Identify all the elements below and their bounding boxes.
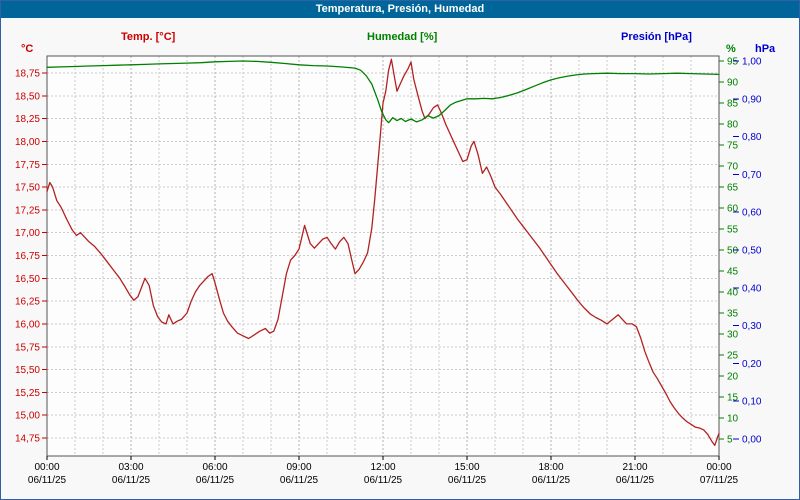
svg-text:16,50: 16,50 — [15, 274, 40, 285]
page-title: Temperatura, Presión, Humedad — [315, 3, 485, 15]
svg-text:06/11/25: 06/11/25 — [364, 475, 403, 486]
chart-canvas: 18,75 18,50 18,25 18,00 17,75 17,50 17,25 17,00… — [15, 55, 762, 486]
svg-text:0,00: 0,00 — [742, 435, 762, 446]
svg-text:16,00: 16,00 — [15, 319, 40, 330]
svg-text:0,10: 0,10 — [742, 397, 762, 408]
svg-text:0,60: 0,60 — [742, 208, 762, 219]
svg-text:06/11/25: 06/11/25 — [448, 475, 487, 486]
svg-text:18,00: 18,00 — [15, 137, 40, 148]
svg-text:45: 45 — [727, 267, 739, 278]
pressure-axis: 1,00 0,90 0,80 0,70 0,60 0,50 0,40 0,30 0,20 0,10… — [733, 57, 762, 446]
svg-text:0,40: 0,40 — [742, 283, 762, 294]
svg-text:15,25: 15,25 — [15, 388, 40, 399]
svg-text:15: 15 — [727, 393, 739, 404]
svg-text:17,00: 17,00 — [15, 228, 40, 239]
svg-text:15:00: 15:00 — [454, 462, 479, 473]
svg-text:60: 60 — [727, 204, 739, 215]
svg-text:09:00: 09:00 — [286, 462, 311, 473]
svg-text:80: 80 — [727, 120, 739, 131]
svg-text:16,25: 16,25 — [15, 297, 40, 308]
svg-text:1,00: 1,00 — [742, 57, 762, 68]
svg-text:0,90: 0,90 — [742, 94, 762, 105]
svg-text:75: 75 — [727, 141, 739, 152]
svg-text:0,80: 0,80 — [742, 132, 762, 143]
svg-text:18,50: 18,50 — [15, 91, 40, 102]
svg-text:06/11/25: 06/11/25 — [280, 475, 319, 486]
svg-text:0,70: 0,70 — [742, 170, 762, 181]
svg-text:18,75: 18,75 — [15, 69, 40, 80]
temperature-axis-unit: °C — [21, 43, 34, 55]
svg-text:50: 50 — [727, 246, 739, 257]
legend-temperature: Temp. [°C] — [121, 31, 176, 43]
svg-text:10: 10 — [727, 414, 739, 425]
svg-text:85: 85 — [727, 99, 739, 110]
svg-text:06:00: 06:00 — [202, 462, 227, 473]
svg-text:95: 95 — [727, 57, 739, 68]
svg-text:18,25: 18,25 — [15, 114, 40, 125]
svg-text:30: 30 — [727, 330, 739, 341]
svg-text:15,00: 15,00 — [15, 411, 40, 422]
svg-text:0,50: 0,50 — [742, 246, 762, 257]
humidity-line — [46, 60, 720, 124]
svg-text:06/11/25: 06/11/25 — [196, 475, 235, 486]
svg-text:06/11/25: 06/11/25 — [112, 475, 151, 486]
svg-text:17,75: 17,75 — [15, 160, 40, 171]
svg-text:25: 25 — [727, 351, 739, 362]
legend-pressure: Presión [hPa] — [621, 31, 692, 43]
humidity-axis-unit: % — [726, 43, 736, 55]
svg-text:14,75: 14,75 — [15, 434, 40, 445]
grid — [47, 56, 719, 456]
svg-text:0,20: 0,20 — [742, 359, 762, 370]
svg-text:35: 35 — [727, 309, 739, 320]
svg-text:00:00: 00:00 — [706, 462, 731, 473]
svg-text:16,75: 16,75 — [15, 251, 40, 262]
svg-text:03:00: 03:00 — [118, 462, 143, 473]
svg-text:21:00: 21:00 — [622, 462, 647, 473]
svg-text:55: 55 — [727, 225, 739, 236]
svg-text:20: 20 — [727, 372, 739, 383]
title-bar: Temperatura, Presión, Humedad — [1, 1, 799, 18]
svg-text:65: 65 — [727, 183, 739, 194]
svg-text:17,25: 17,25 — [15, 205, 40, 216]
humidity-axis: 95 90 85 80 75 70 65 60 55 50 45 40 35 30 25 20 15 10 5 — [719, 57, 739, 446]
pressure-axis-unit: hPa — [755, 43, 776, 55]
temperature-line — [46, 58, 720, 446]
time-axis: 00:00 06/11/25 03:00 06/11/25 06:00 06/11/25 0… — [28, 456, 739, 486]
svg-text:15,75: 15,75 — [15, 342, 40, 353]
svg-text:5: 5 — [727, 435, 733, 446]
svg-text:06/11/25: 06/11/25 — [532, 475, 571, 486]
svg-text:06/11/25: 06/11/25 — [616, 475, 655, 486]
svg-text:00:00: 00:00 — [34, 462, 59, 473]
svg-text:12:00: 12:00 — [370, 462, 395, 473]
svg-text:0,30: 0,30 — [742, 321, 762, 332]
svg-text:70: 70 — [727, 162, 739, 173]
svg-text:06/11/25: 06/11/25 — [28, 475, 67, 486]
svg-text:15,50: 15,50 — [15, 365, 40, 376]
svg-text:40: 40 — [727, 288, 739, 299]
svg-text:18:00: 18:00 — [538, 462, 563, 473]
legend-humidity: Humedad [%] — [367, 31, 438, 43]
chart-area: 18,75 18,50 18,25 18,00 17,75 17,50 17,25 17,00… — [1, 18, 799, 499]
svg-text:07/11/25: 07/11/25 — [700, 475, 739, 486]
svg-text:90: 90 — [727, 78, 739, 89]
temperature-axis: 18,75 18,50 18,25 18,00 17,75 17,50 17,25 17,00… — [15, 69, 47, 445]
svg-text:17,50: 17,50 — [15, 183, 40, 194]
